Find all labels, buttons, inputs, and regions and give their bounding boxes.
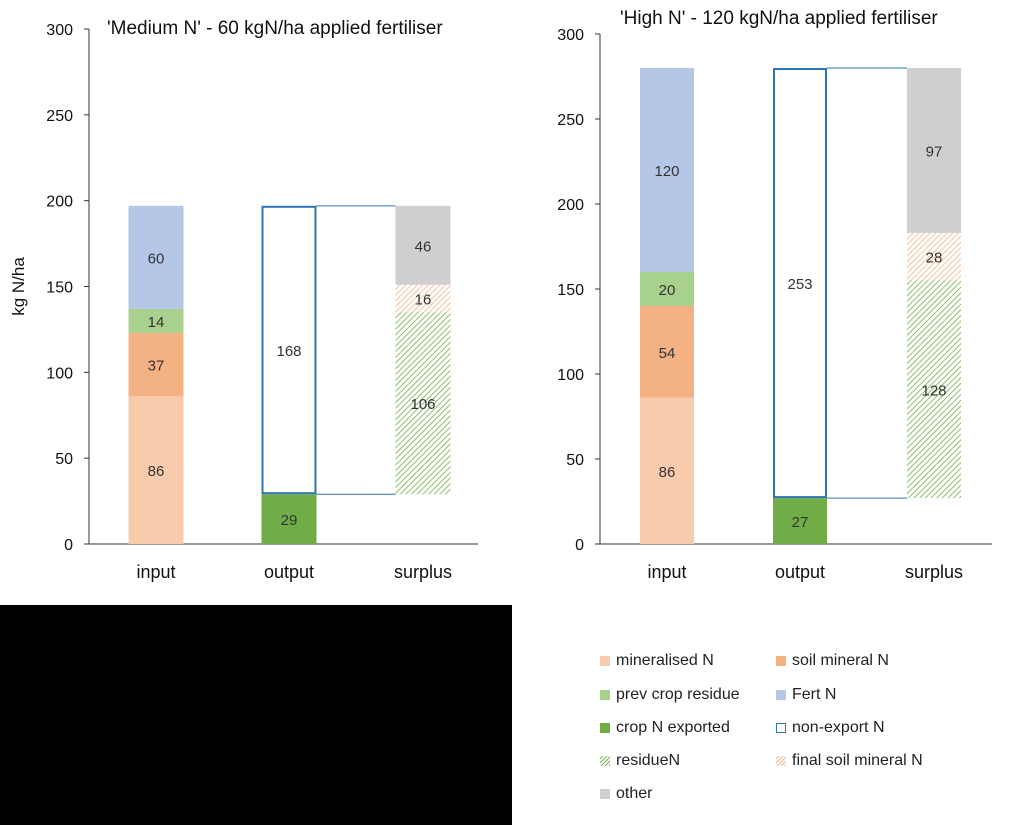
data-label-input-soil-mineral-n: 54 bbox=[659, 345, 676, 362]
y-axis-label: kg N/ha bbox=[9, 257, 28, 316]
y-tick-label: 200 bbox=[46, 194, 73, 211]
bar-surplus-residuen bbox=[395, 312, 451, 495]
y-tick-label: 250 bbox=[557, 112, 584, 129]
data-label-surplus-other: 46 bbox=[415, 238, 432, 255]
bar-output-non-export-n bbox=[773, 68, 827, 499]
bar-surplus-final-soil-mineral-n bbox=[395, 284, 451, 313]
y-tick-label: 50 bbox=[566, 452, 584, 469]
legend-label-non-export: non-export N bbox=[792, 719, 885, 736]
bar-input-soil-mineral-n bbox=[640, 306, 694, 398]
medium-n-chart: 'Medium N' - 60 kgN/ha applied fertilise… bbox=[9, 18, 478, 582]
data-label-surplus-final-soil-mineral-n: 16 bbox=[415, 292, 432, 309]
legend-swatch-residue bbox=[600, 756, 610, 766]
legend-item-residue: residueN bbox=[600, 752, 680, 770]
legend-item-non-export: non-export N bbox=[776, 719, 885, 737]
data-label-input-fert-n: 120 bbox=[654, 163, 679, 180]
x-tick-label-surplus: surplus bbox=[394, 562, 452, 582]
legend-swatch-non-export bbox=[776, 723, 786, 733]
bar-input-mineralised-n bbox=[640, 397, 694, 544]
legend-item-other: other bbox=[600, 785, 652, 803]
bar-output-crop-n-exported bbox=[261, 494, 317, 544]
legend-swatch-prev-crop-residue bbox=[600, 690, 610, 700]
data-label-input-prev-crop-residue: 20 bbox=[659, 282, 676, 299]
data-label-input-soil-mineral-n: 37 bbox=[148, 358, 165, 375]
legend-swatch-mineralised bbox=[600, 656, 610, 666]
high-n-chart: 'High N' - 120 kgN/ha applied fertiliser… bbox=[557, 8, 992, 582]
bar-output-crop-n-exported bbox=[773, 498, 827, 544]
y-tick-label: 0 bbox=[64, 537, 73, 554]
data-label-surplus-final-soil-mineral-n: 28 bbox=[926, 250, 943, 267]
data-label-output-non-export-n: 253 bbox=[787, 276, 812, 293]
high-n-panel: 'High N' - 120 kgN/ha applied fertiliser… bbox=[512, 0, 1024, 825]
x-tick-label-input: input bbox=[647, 562, 686, 582]
bar-input-fert-n bbox=[128, 205, 184, 309]
bar-input-mineralised-n bbox=[128, 396, 184, 544]
bar-input-prev-crop-residue bbox=[128, 308, 184, 333]
x-tick-label-surplus: surplus bbox=[905, 562, 963, 582]
legend-item-prev-crop-residue: prev crop residue bbox=[600, 686, 740, 704]
y-tick-label: 150 bbox=[46, 280, 73, 297]
y-tick-label: 50 bbox=[55, 451, 73, 468]
y-tick-label: 0 bbox=[575, 537, 584, 554]
legend-label-prev-crop-residue: prev crop residue bbox=[616, 686, 740, 703]
x-tick-label-input: input bbox=[136, 562, 175, 582]
legend-label-crop-exported: crop N exported bbox=[616, 719, 730, 736]
legend-label-final-soil-mineral: final soil mineral N bbox=[792, 752, 923, 769]
bar-surplus-other bbox=[907, 68, 961, 233]
bar-input-prev-crop-residue bbox=[640, 272, 694, 306]
bar-surplus-final-soil-mineral-n bbox=[907, 232, 961, 281]
chart-title: 'Medium N' - 60 kgN/ha applied fertilise… bbox=[107, 18, 443, 39]
legend-label-other: other bbox=[616, 785, 653, 802]
legend-item-fert: Fert N bbox=[776, 686, 836, 704]
legend-swatch-soil-mineral bbox=[776, 656, 786, 666]
legend-item-crop-exported: crop N exported bbox=[600, 719, 730, 737]
data-label-input-mineralised-n: 86 bbox=[148, 463, 165, 480]
legend-item-mineralised: mineralised N bbox=[600, 652, 714, 670]
legend-label-residue: residueN bbox=[616, 752, 681, 769]
y-tick-label: 300 bbox=[557, 27, 584, 44]
data-label-surplus-other: 97 bbox=[926, 143, 943, 160]
y-tick-label: 100 bbox=[46, 365, 73, 382]
legend-label-fert: Fert N bbox=[792, 686, 837, 703]
bar-surplus-residuen bbox=[907, 280, 961, 499]
legend-swatch-crop-exported bbox=[600, 723, 610, 733]
x-tick-label-output: output bbox=[775, 562, 825, 582]
bar-output-non-export-n bbox=[261, 205, 317, 495]
data-label-input-mineralised-n: 86 bbox=[659, 464, 676, 481]
bar-input-fert-n bbox=[640, 68, 694, 272]
data-label-input-fert-n: 60 bbox=[148, 250, 165, 267]
bar-surplus-other bbox=[395, 205, 451, 285]
data-label-output-non-export-n: 168 bbox=[276, 343, 301, 360]
data-label-input-prev-crop-residue: 14 bbox=[148, 314, 165, 331]
legend-swatch-other bbox=[600, 789, 610, 799]
legend-item-soil-mineral: soil mineral N bbox=[776, 652, 889, 670]
legend-swatch-fert bbox=[776, 690, 786, 700]
y-tick-label: 150 bbox=[557, 282, 584, 299]
legend-label-mineralised: mineralised N bbox=[616, 652, 714, 669]
bar-input-soil-mineral-n bbox=[128, 332, 184, 397]
data-label-output-crop-n-exported: 29 bbox=[281, 512, 298, 529]
data-label-surplus-residuen: 128 bbox=[921, 382, 946, 399]
x-tick-label-output: output bbox=[264, 562, 314, 582]
chart-title: 'High N' - 120 kgN/ha applied fertiliser bbox=[620, 8, 938, 29]
legend-swatch-final-soil-mineral bbox=[776, 756, 786, 766]
data-label-surplus-residuen: 106 bbox=[410, 396, 435, 413]
data-label-output-crop-n-exported: 27 bbox=[792, 514, 809, 531]
medium-n-panel: 'Medium N' - 60 kgN/ha applied fertilise… bbox=[0, 0, 512, 605]
y-tick-label: 100 bbox=[557, 367, 584, 384]
y-tick-label: 250 bbox=[46, 108, 73, 125]
legend-item-final-soil-mineral: final soil mineral N bbox=[776, 752, 923, 770]
y-tick-label: 300 bbox=[46, 22, 73, 39]
legend-label-soil-mineral: soil mineral N bbox=[792, 652, 889, 669]
y-tick-label: 200 bbox=[557, 197, 584, 214]
